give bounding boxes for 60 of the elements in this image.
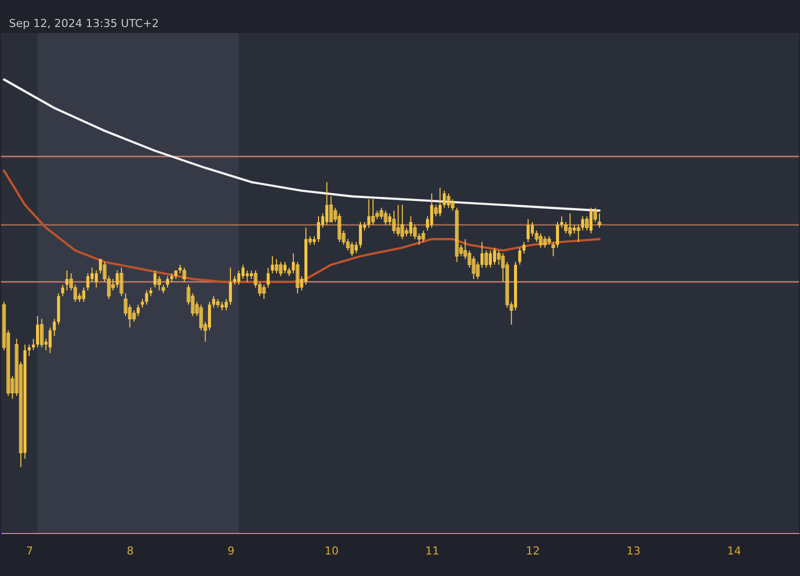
x-tick-label: 13 <box>626 544 640 558</box>
candlestick <box>396 204 400 237</box>
candlestick <box>32 338 35 351</box>
candlestick <box>556 222 559 248</box>
candlestick <box>522 241 526 254</box>
candlestick <box>120 267 124 297</box>
candlestick <box>538 232 542 248</box>
x-tick-label: 9 <box>227 544 234 558</box>
x-tick-label: 10 <box>324 544 339 558</box>
candlestick <box>274 258 278 274</box>
candlestick <box>560 216 564 228</box>
candlestick <box>228 267 232 306</box>
candlestick <box>472 256 476 280</box>
candlestick <box>450 198 454 212</box>
x-tick-label: 7 <box>26 544 34 558</box>
candlestick <box>145 290 148 306</box>
candlestick <box>568 212 572 237</box>
candlestick <box>488 250 492 268</box>
candlestick <box>278 261 283 277</box>
candlestick <box>94 270 98 288</box>
x-tick-label: 8 <box>126 544 134 558</box>
candlestick <box>358 222 362 248</box>
candlestick <box>380 207 384 220</box>
text: Sep 12, 2024 13:35 UTC+2 <box>9 17 159 30</box>
candlestick <box>518 247 522 266</box>
candlestick <box>237 270 240 286</box>
candlestick <box>157 276 161 291</box>
x-tick-label: 14 <box>727 544 742 558</box>
candlestick <box>61 284 64 297</box>
candlestick <box>52 318 56 337</box>
candlestick <box>350 241 354 257</box>
candlestick <box>86 272 90 291</box>
candlestick <box>48 326 52 354</box>
x-tick-label: 11 <box>425 544 440 558</box>
x-tick-label: 12 <box>526 544 540 558</box>
candlestick <box>40 318 44 348</box>
candlestick <box>576 224 580 242</box>
candlestick <box>36 316 40 348</box>
candlestick <box>371 198 375 226</box>
candlestick <box>484 250 488 268</box>
candlestick <box>212 296 216 308</box>
candlestick <box>224 298 228 311</box>
candlestick <box>199 304 203 331</box>
candlestick <box>581 216 584 232</box>
candlestick <box>446 193 450 208</box>
candlestick <box>400 204 404 240</box>
candlestick <box>598 212 602 228</box>
candlestick <box>166 276 170 288</box>
candlestick <box>182 267 186 282</box>
candlestick <box>124 292 128 317</box>
candlestick <box>242 264 245 280</box>
candlestick <box>497 250 501 266</box>
candlestick <box>564 222 568 234</box>
candlestick <box>422 230 426 242</box>
candlestick <box>493 247 496 266</box>
candlestick <box>543 236 547 248</box>
candlestick <box>316 216 320 242</box>
candlestick <box>526 218 530 242</box>
candlestick <box>384 210 388 226</box>
candlestick <box>28 344 31 356</box>
